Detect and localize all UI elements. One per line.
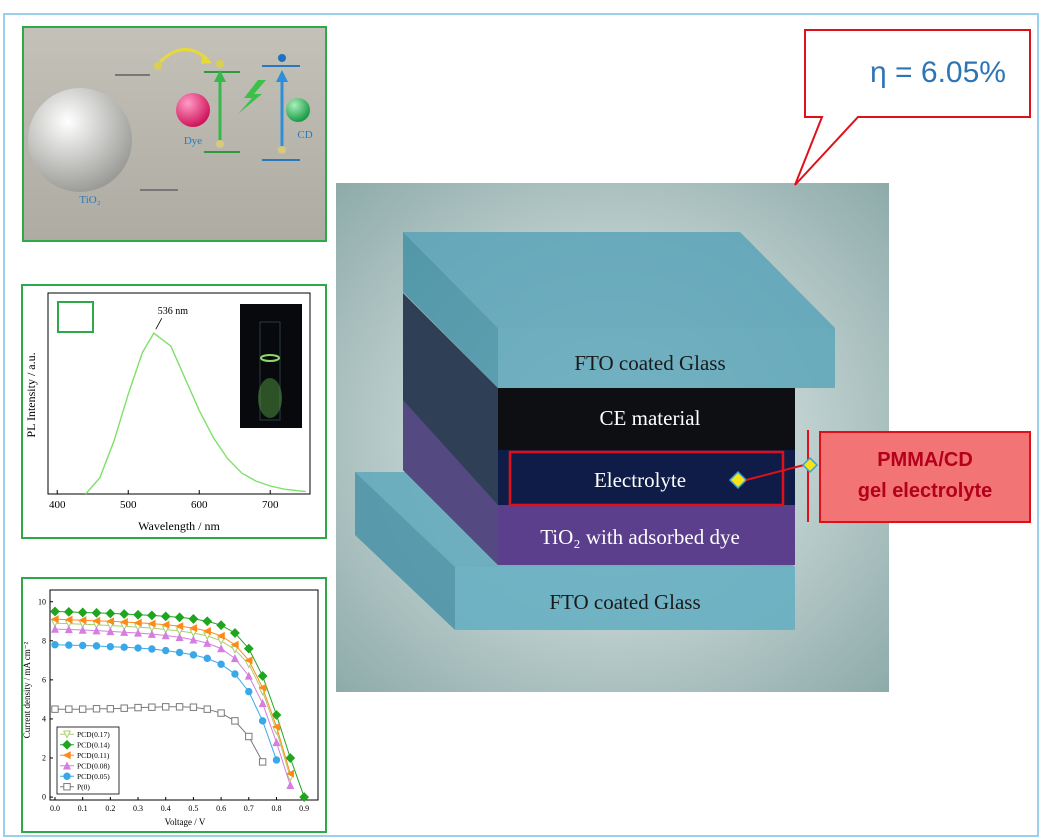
y-tick-label: 8 [42, 636, 46, 645]
x-tick-label: 0.9 [299, 804, 309, 813]
x-tick-label: 700 [262, 499, 279, 511]
legend-marker [64, 784, 70, 790]
pl-panel: PL Intensity / a.u. Wavelength / nm [22, 285, 326, 538]
marker [93, 706, 99, 712]
y-tick-label: 2 [42, 754, 46, 763]
marker [232, 718, 238, 724]
x-tick-label: 0.3 [133, 804, 143, 813]
x-tick-label: 0.7 [244, 804, 254, 813]
x-axis-label: Voltage / V [165, 817, 206, 827]
y-tick-label: 10 [38, 597, 46, 606]
electrolyte-callout: PMMA/CD gel electrolyte [820, 432, 1030, 522]
x-tick-label: 0.0 [50, 804, 60, 813]
x-tick-label: 600 [191, 499, 208, 511]
marker [259, 759, 265, 765]
callout-line: PMMA/CD [877, 449, 973, 471]
marker [163, 704, 169, 710]
legend-label: PCD(0.05) [77, 772, 110, 781]
marker [232, 671, 238, 677]
y-axis-label: Current density / mA cm⁻² [22, 641, 32, 738]
x-tick-label: 0.2 [105, 804, 115, 813]
marker [121, 705, 127, 711]
dye-label: Dye [184, 135, 202, 147]
efficiency-text: η = 6.05% [870, 56, 1006, 89]
cd-label: CD [297, 129, 312, 141]
marker [149, 704, 155, 710]
layer-label: FTO coated Glass [549, 590, 700, 614]
marker [190, 704, 196, 710]
marker [176, 649, 182, 655]
marker [79, 706, 85, 712]
marker [107, 706, 113, 712]
x-axis-label: Wavelength / nm [138, 519, 220, 533]
marker [218, 710, 224, 716]
x-tick-label: 400 [49, 499, 66, 511]
marker [273, 757, 279, 763]
annotation: 536 nm [158, 306, 189, 317]
layer-label: TiO₂ with adsorbed dye [540, 525, 740, 549]
marker [79, 642, 85, 648]
x-tick-label: 0.1 [78, 804, 88, 813]
legend-label: PCD(0.08) [77, 761, 110, 770]
legend-label: PCD(0.17) [77, 730, 110, 739]
marker [135, 704, 141, 710]
marker [93, 643, 99, 649]
layer-label: FTO coated Glass [574, 351, 725, 375]
y-axis-label: PL Intensity / a.u. [24, 352, 38, 437]
marker [176, 704, 182, 710]
marker [218, 661, 224, 667]
x-tick-label: 500 [120, 499, 137, 511]
y-tick-label: 0 [42, 793, 46, 802]
marker [204, 706, 210, 712]
marker [66, 706, 72, 712]
layer-label: CE material [600, 406, 701, 430]
marker [163, 647, 169, 653]
x-tick-label: 0.8 [271, 804, 281, 813]
marker [190, 652, 196, 658]
y-tick-label: 6 [42, 676, 46, 685]
legend-marker [64, 773, 70, 779]
legend-label: PCD(0.14) [77, 740, 110, 749]
device-diagram: FTO coated Glass CE material Electrolyte… [336, 183, 889, 692]
energy-panel: Dye CD TiO₂ [23, 27, 326, 241]
marker [149, 646, 155, 652]
marker [52, 706, 58, 712]
marker [121, 644, 127, 650]
marker [259, 718, 265, 724]
x-tick-label: 0.4 [161, 804, 171, 813]
legend-label: P(0) [77, 782, 90, 791]
x-tick-label: 0.5 [188, 804, 198, 813]
marker [246, 733, 252, 739]
marker [246, 688, 252, 694]
marker [66, 642, 72, 648]
graphical-abstract: Dye CD TiO₂ PL Intensity / a.u. Waveleng… [0, 0, 1043, 840]
legend-label: PCD(0.11) [77, 751, 110, 760]
marker [135, 645, 141, 651]
efficiency-callout: η = 6.05% [795, 30, 1030, 185]
x-tick-label: 0.6 [216, 804, 226, 813]
callout-line: gel electrolyte [858, 480, 993, 502]
tio2-label: TiO₂ [79, 194, 100, 206]
y-tick-label: 4 [42, 715, 46, 724]
marker [107, 643, 113, 649]
marker [52, 641, 58, 647]
layer-label: Electrolyte [594, 468, 686, 492]
marker [204, 655, 210, 661]
